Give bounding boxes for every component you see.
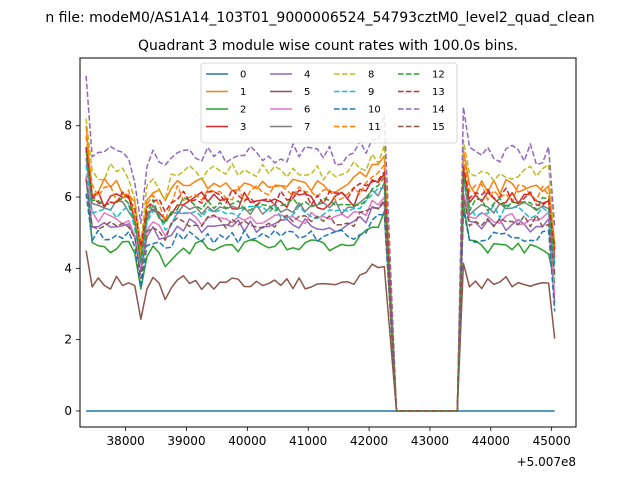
legend-label-5: 5	[304, 87, 310, 98]
plot-area	[85, 75, 556, 412]
legend-label-7: 7	[304, 122, 310, 133]
x-tick-label: 45000	[533, 434, 571, 448]
y-tick-label: 0	[64, 404, 72, 418]
chart-title: Quadrant 3 module wise count rates with …	[138, 38, 518, 54]
x-offset-label: +5.007e8	[517, 455, 576, 469]
legend-label-0: 0	[240, 70, 246, 81]
legend-label-6: 6	[304, 105, 310, 116]
series-line-5	[85, 250, 556, 412]
series-line-12	[85, 150, 556, 412]
legend-label-1: 1	[240, 87, 246, 98]
series-line-11	[85, 136, 556, 412]
series-line-13	[85, 147, 556, 412]
y-tick-label: 8	[64, 119, 72, 133]
legend-label-8: 8	[368, 70, 374, 81]
legend-label-14: 14	[432, 105, 445, 116]
chart-suptitle: n file: modeM0/AS1A14_103T01_9000006524_…	[45, 10, 594, 26]
y-tick-label: 6	[64, 190, 72, 204]
legend-label-11: 11	[368, 122, 381, 133]
x-tick-label: 44000	[472, 434, 510, 448]
axes-frame	[79, 57, 577, 428]
y-tick-label: 4	[64, 261, 72, 275]
legend-label-13: 13	[432, 87, 445, 98]
legend-label-3: 3	[240, 122, 246, 133]
x-tick-label: 43000	[411, 434, 449, 448]
legend-label-9: 9	[368, 87, 374, 98]
legend-box	[200, 62, 458, 144]
series-line-15	[85, 179, 556, 412]
series-line-9	[85, 164, 556, 412]
legend-label-12: 12	[432, 70, 445, 81]
series-line-1	[85, 125, 556, 412]
series-line-3	[85, 147, 556, 412]
x-tick-label: 41000	[289, 434, 327, 448]
series-line-8	[85, 118, 556, 412]
axis-ticks: 38000 39000 40000 41000 42000 43000 44000 45000…	[64, 119, 570, 448]
x-tick-label: 40000	[228, 434, 266, 448]
series-line-7	[85, 157, 556, 412]
series-line-10	[85, 193, 556, 412]
legend-label-10: 10	[368, 105, 381, 116]
series-line-14	[85, 75, 556, 412]
x-tick-label: 42000	[350, 434, 388, 448]
x-tick-label: 39000	[167, 434, 205, 448]
legend-label-4: 4	[304, 70, 310, 81]
legend-label-2: 2	[240, 105, 246, 116]
x-tick-label: 38000	[107, 434, 145, 448]
series-line-4	[85, 179, 556, 412]
legend-label-15: 15	[432, 122, 445, 133]
y-tick-label: 2	[64, 333, 72, 347]
